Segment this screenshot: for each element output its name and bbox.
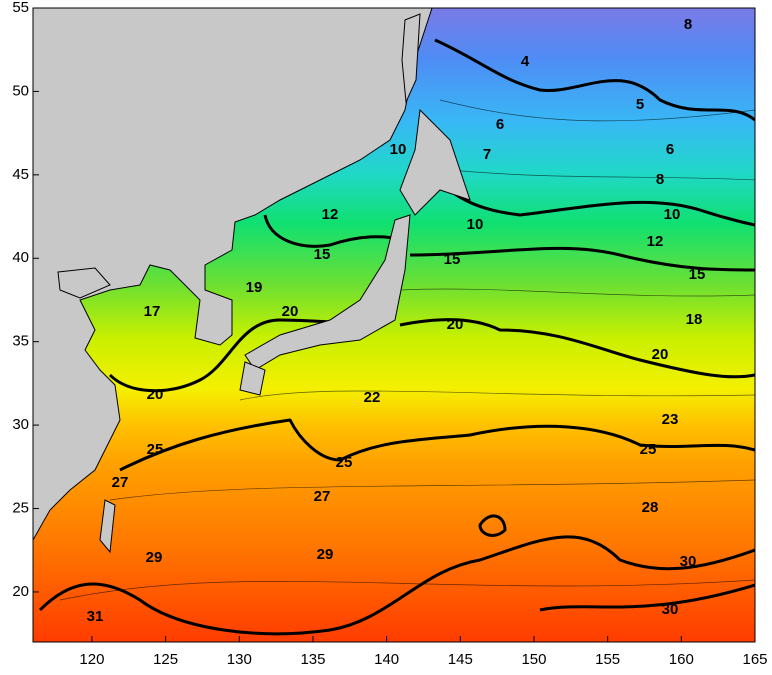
contour-label: 17 xyxy=(144,303,161,320)
y-tick-label: 30 xyxy=(12,416,29,433)
contour-label: 31 xyxy=(87,608,104,625)
x-tick-label: 160 xyxy=(669,651,694,668)
contour-label: 10 xyxy=(390,141,407,158)
land xyxy=(33,8,471,554)
honshu xyxy=(244,214,411,371)
y-tick-label: 35 xyxy=(12,333,29,350)
contour-label: 5 xyxy=(636,96,644,113)
contour-label: 25 xyxy=(147,441,164,458)
y-tick-label: 25 xyxy=(12,499,29,516)
contour-label: 30 xyxy=(662,601,679,618)
contour-label: 8 xyxy=(684,16,692,33)
y-tick-label: 20 xyxy=(12,583,29,600)
contour-label: 6 xyxy=(666,141,674,158)
contour-label: 19 xyxy=(246,279,263,296)
thin-isotherms xyxy=(59,99,755,601)
kyushu xyxy=(239,361,266,396)
bohai-sea xyxy=(57,267,111,299)
contour-label: 20 xyxy=(652,346,669,363)
contour-label: 23 xyxy=(662,411,679,428)
contour-label: 25 xyxy=(640,441,657,458)
x-tick-label: 125 xyxy=(153,651,178,668)
y-tick-label: 45 xyxy=(12,166,29,183)
frame xyxy=(32,7,756,643)
contour-label: 20 xyxy=(447,316,464,333)
contour-label: 20 xyxy=(282,303,299,320)
y-tick-label: 40 xyxy=(12,249,29,266)
plot-area xyxy=(33,8,755,642)
hokkaido xyxy=(399,108,471,216)
contour-label: 27 xyxy=(112,474,129,491)
contour-label: 28 xyxy=(642,499,659,516)
contour-label: 27 xyxy=(314,488,331,505)
contour-label: 29 xyxy=(146,549,163,566)
contour-label: 15 xyxy=(314,246,331,263)
contour-label: 10 xyxy=(664,206,681,223)
sakhalin xyxy=(401,13,421,104)
contour-label: 12 xyxy=(647,233,664,250)
contour-label: 20 xyxy=(147,386,164,403)
x-tick-label: 140 xyxy=(374,651,399,668)
x-tick-label: 145 xyxy=(448,651,473,668)
contour-label: 4 xyxy=(521,53,530,70)
contour-label: 10 xyxy=(467,216,484,233)
contour-label: 18 xyxy=(686,311,703,328)
contour-label: 7 xyxy=(483,146,491,163)
x-tick-label: 135 xyxy=(300,651,325,668)
mainland xyxy=(33,8,433,542)
x-tick-label: 130 xyxy=(227,651,252,668)
contour-label: 15 xyxy=(444,251,461,268)
taiwan xyxy=(99,499,116,554)
x-tick-label: 120 xyxy=(79,651,104,668)
y-tick-label: 55 xyxy=(12,0,29,16)
x-tick-label: 155 xyxy=(595,651,620,668)
contour-label: 22 xyxy=(364,389,381,406)
x-tick-label: 165 xyxy=(742,651,767,668)
contour-label: 8 xyxy=(656,171,664,188)
contour-label: 30 xyxy=(680,553,697,570)
contour-label: 6 xyxy=(496,116,504,133)
contour-label: 15 xyxy=(689,266,706,283)
contour-label: 25 xyxy=(336,454,353,471)
contour-label: 29 xyxy=(317,546,334,563)
x-tick-label: 150 xyxy=(521,651,546,668)
contour-label: 12 xyxy=(322,206,339,223)
y-tick-label: 50 xyxy=(12,82,29,99)
